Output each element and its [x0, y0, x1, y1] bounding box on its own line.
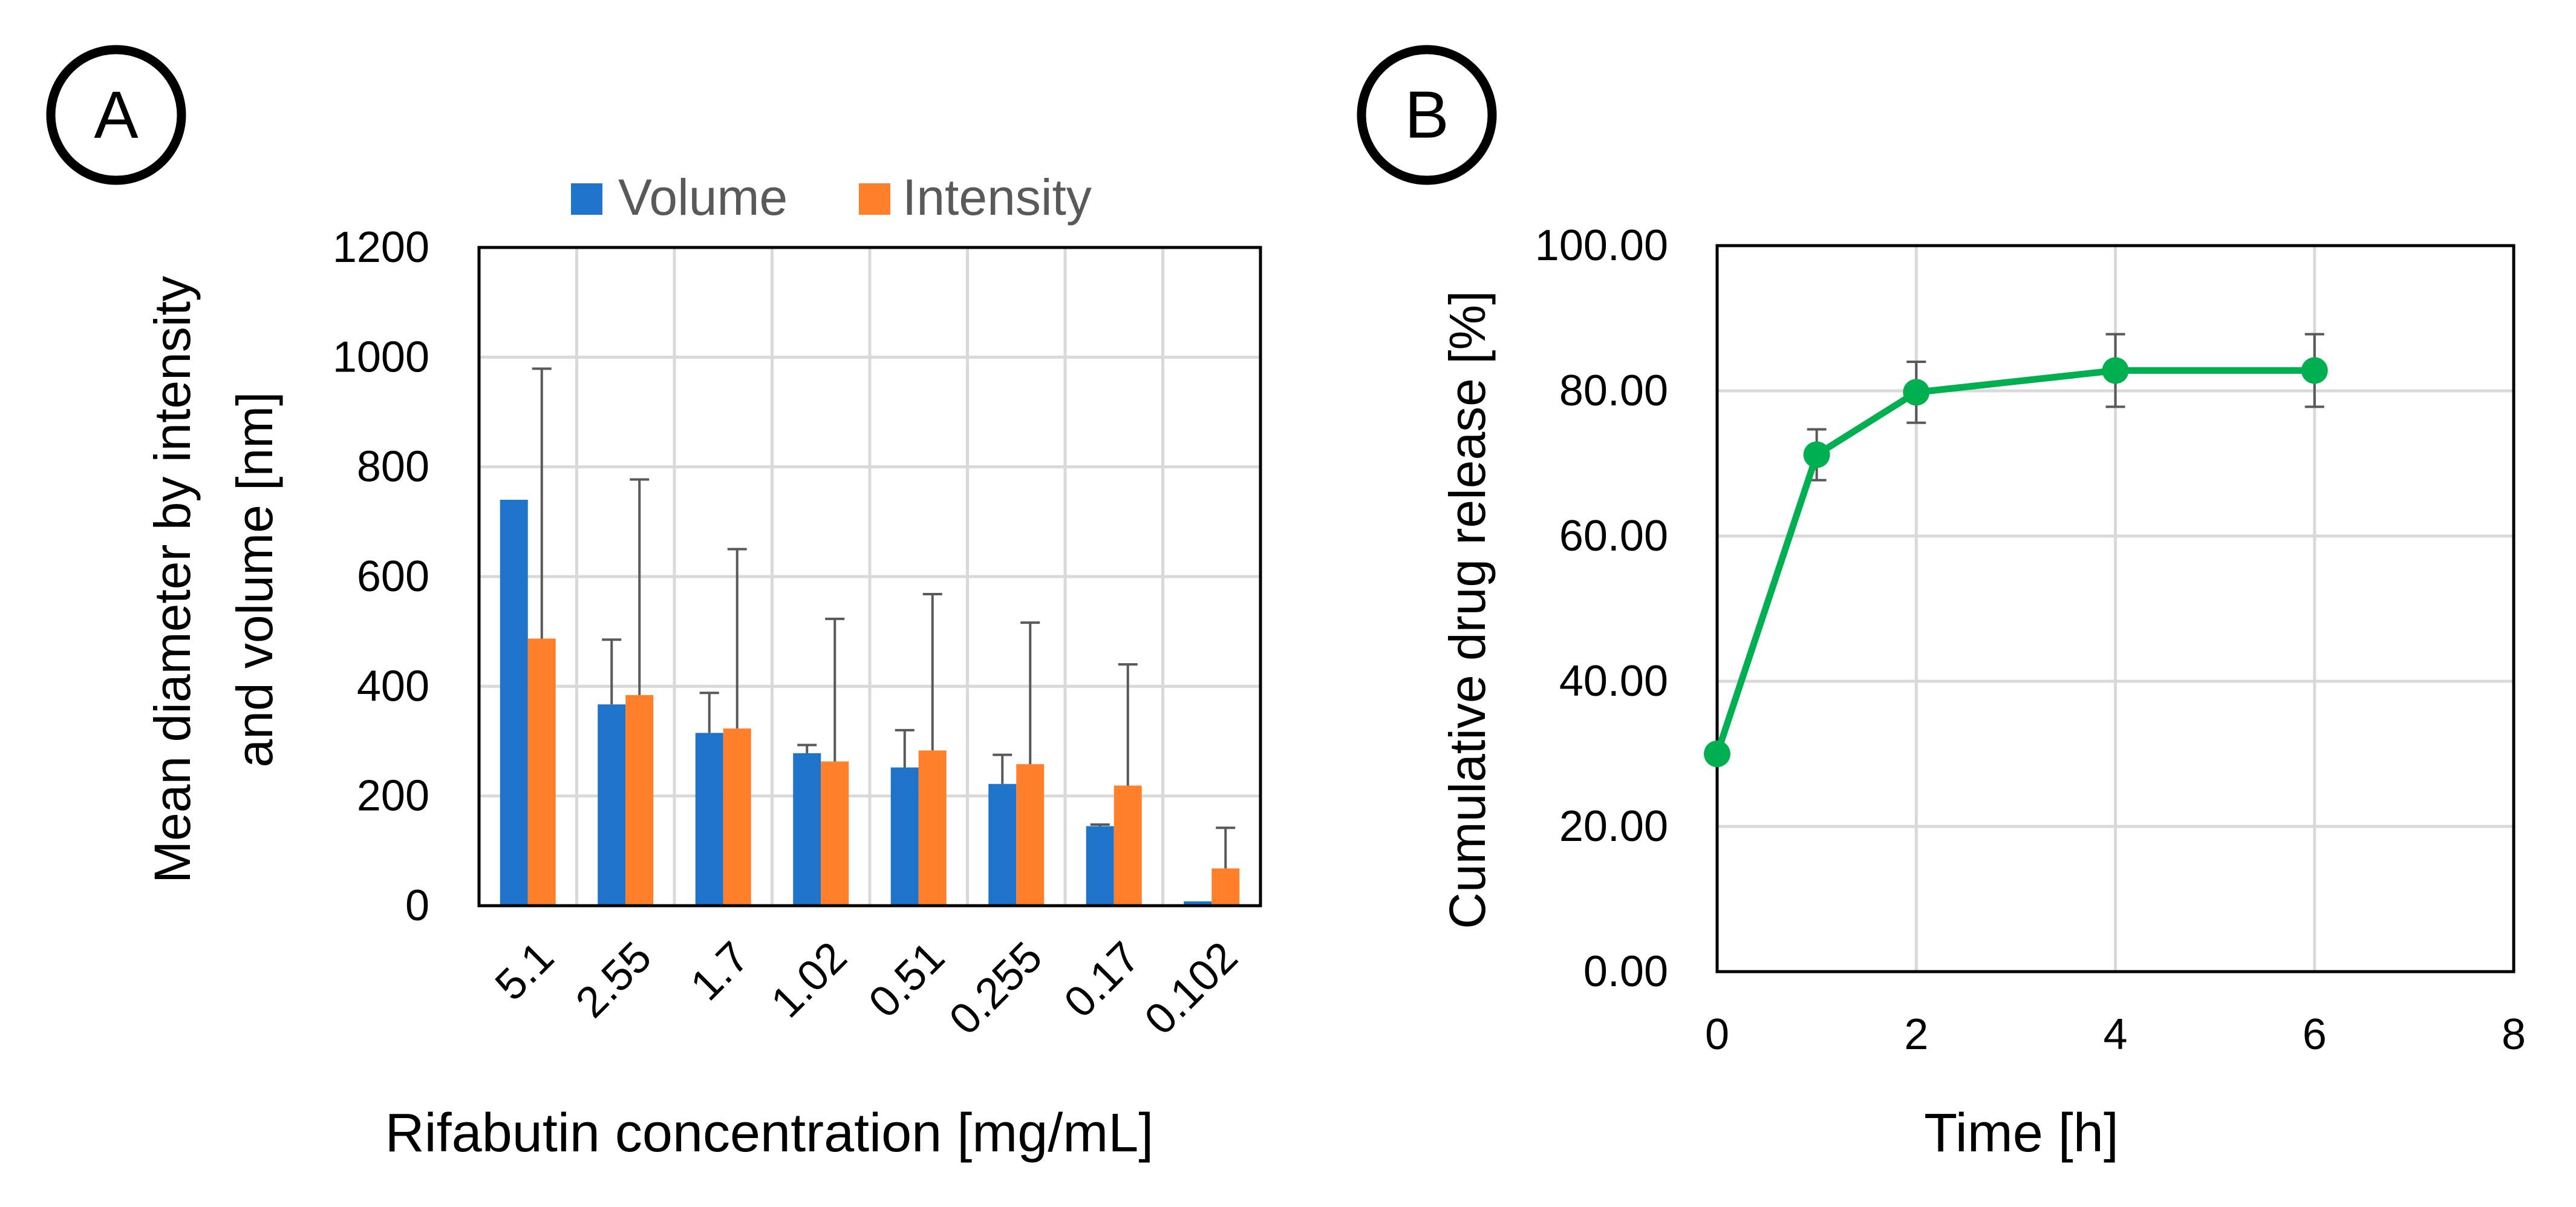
chart-a-gridlines: [479, 247, 1260, 906]
chart-a-bar-volume: [890, 767, 919, 906]
panel-a: A Volume Intensity 0 200 400 600 800 1000 1200…: [46, 45, 1262, 1163]
chart-b-point: [1704, 741, 1730, 767]
chart-a-bar-intensity: [1211, 868, 1240, 906]
chart-a-xtick-label: 0.102: [1136, 933, 1247, 1044]
panel-b-label: B: [1404, 78, 1449, 152]
chart-a-bar-volume: [500, 500, 528, 906]
chart-a-xtick-label: 5.1: [486, 933, 563, 1010]
chart-b-point: [1903, 379, 1930, 406]
chart-a-bar-intensity: [918, 750, 947, 906]
chart-a-bar-volume: [695, 733, 723, 906]
chart-a-bar-volume: [1086, 826, 1114, 906]
chart-a-ylabel-line2: and volume [nm]: [226, 392, 283, 768]
chart-b-point: [2102, 357, 2129, 384]
chart-b-xtick-label: 0: [1705, 1010, 1729, 1059]
chart-a-xtick-label: 0.17: [1055, 933, 1149, 1027]
chart-a-bar-intensity: [723, 728, 751, 906]
chart-a-bar-intensity: [625, 695, 654, 906]
chart-b-ytick-label: 60.00: [1559, 512, 1668, 560]
chart-b-xtick-label: 6: [2303, 1010, 2327, 1059]
chart-a-bar-volume: [1184, 901, 1212, 906]
legend-swatch-volume: [571, 183, 602, 215]
legend-label-intensity: Intensity: [902, 169, 1092, 226]
chart-b-plot-frame: [1715, 244, 2516, 973]
chart-a-bar-volume: [793, 753, 821, 906]
chart-b-x-ticks: 0 2 4 6 8: [1705, 1010, 2526, 1059]
chart-b-xtick-label: 8: [2502, 1010, 2526, 1059]
chart-a-xlabel: Rifabutin concentration [mg/mL]: [385, 1103, 1154, 1163]
panel-b-badge: [1357, 45, 1497, 185]
chart-b-error-bars: [1807, 333, 2324, 482]
chart-a-bar-volume: [988, 783, 1017, 906]
chart-b-xtick-label: 4: [2103, 1010, 2127, 1059]
chart-b-point: [1803, 441, 1830, 468]
chart-a-xtick-label: 1.02: [762, 933, 856, 1027]
chart-a-ytick-label: 0: [405, 882, 429, 930]
legend-swatch-intensity: [859, 183, 890, 215]
chart-a-xtick-label: 2.55: [567, 933, 661, 1027]
chart-a-bar-volume: [598, 704, 626, 906]
chart-b-ytick-label: 40.00: [1559, 657, 1668, 705]
chart-a-y-ticks: 0 200 400 600 800 1000 1200: [333, 223, 429, 930]
chart-b-ytick-label: 0.00: [1583, 947, 1668, 996]
chart-a-ytick-label: 200: [357, 772, 429, 820]
chart-a-bar-intensity: [1114, 785, 1142, 906]
chart-a-xtick-label: 0.255: [941, 933, 1052, 1044]
legend-label-volume: Volume: [618, 169, 787, 226]
chart-a-bar-intensity: [527, 638, 556, 906]
chart-b-y-ticks: 0.00 20.00 40.00 60.00 80.00 100.00: [1535, 221, 1668, 996]
chart-b-point: [2301, 357, 2328, 384]
chart-b-ylabel: Cumulative drug release [%]: [1439, 290, 1496, 929]
panel-b: B 0.00 20.00 40.00 60.00 80.00 100.00 0 2 4 6 8 C…: [1357, 45, 2526, 1163]
panel-a-badge: [46, 45, 186, 185]
chart-b-ytick-label: 20.00: [1559, 802, 1668, 851]
chart-b-series-line: [1714, 367, 2315, 755]
chart-a-xtick-label: 1.7: [682, 933, 758, 1010]
chart-a-x-ticks: 5.1 2.55 1.7 1.02 0.510.255 0.170.102: [486, 933, 1247, 1044]
chart-a-ytick-label: 1200: [333, 223, 429, 272]
chart-a-ytick-label: 400: [357, 662, 429, 710]
chart-a-error-bars: [532, 367, 1236, 869]
chart-a-plot-frame: [477, 246, 1262, 908]
chart-a-xtick-label: 0.51: [859, 933, 954, 1027]
chart-b-xlabel: Time [h]: [1924, 1103, 2119, 1163]
panel-a-label: A: [94, 78, 139, 152]
chart-a-legend: Volume Intensity: [571, 169, 1092, 226]
chart-b-ytick-label: 100.00: [1535, 221, 1668, 270]
chart-b-xtick-label: 2: [1904, 1010, 1928, 1059]
chart-a-bar-intensity: [1016, 764, 1045, 906]
chart-b-ytick-label: 80.00: [1559, 367, 1668, 415]
chart-a-bar-intensity: [821, 761, 849, 906]
chart-a-bars: [500, 500, 1240, 906]
chart-a-ytick-label: 800: [357, 443, 429, 491]
chart-a-ytick-label: 1000: [333, 333, 429, 381]
chart-b-points: [1704, 357, 2328, 767]
chart-a-ylabel-line1: Mean diameter by intensity: [144, 276, 201, 883]
chart-a-ytick-label: 600: [357, 552, 429, 601]
